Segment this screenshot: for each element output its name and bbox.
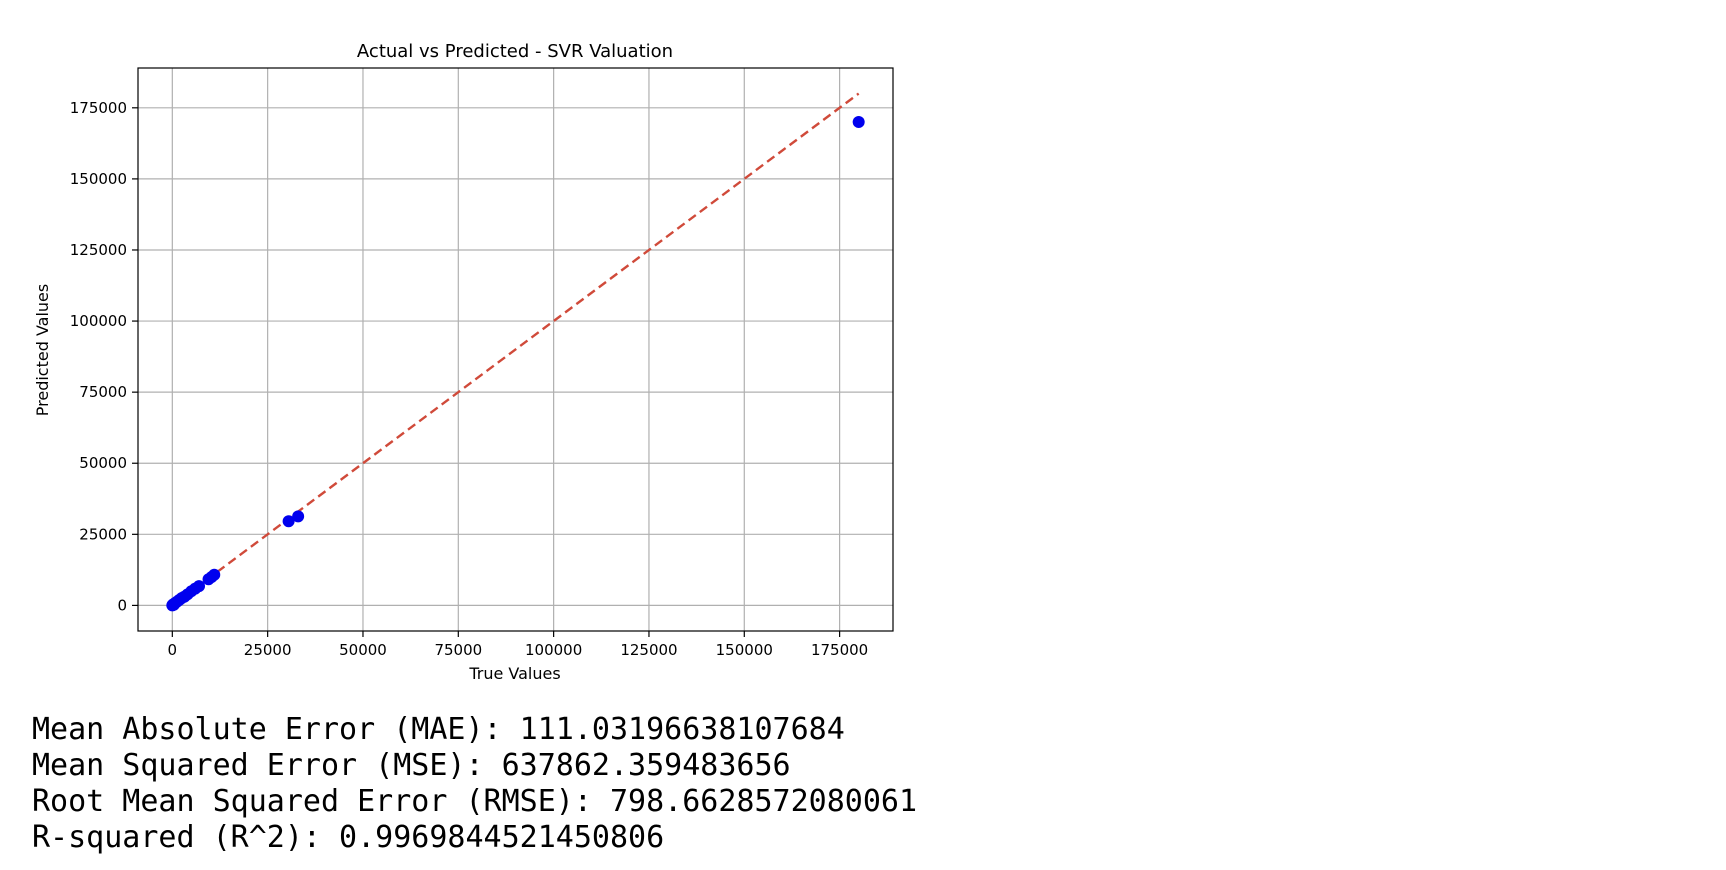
- x-tick-label: 50000: [339, 641, 387, 659]
- y-tick-label: 25000: [79, 525, 127, 543]
- x-tick-label: 150000: [716, 641, 773, 659]
- y-axis-ticks: 0 25000 50000 75000 100000 125000 150000 175000: [70, 99, 138, 614]
- mse-line: Mean Squared Error (MSE): 637862.3594836…: [32, 748, 791, 783]
- x-tick-label: 75000: [434, 641, 482, 659]
- data-point: [292, 510, 305, 523]
- x-axis-label: True Values: [468, 664, 560, 683]
- y-axis-label: Predicted Values: [33, 284, 52, 416]
- data-point: [852, 116, 865, 129]
- y-tick-label: 75000: [79, 383, 127, 401]
- y-tick-label: 150000: [70, 170, 127, 188]
- data-points: [166, 116, 865, 612]
- rmse-line: Root Mean Squared Error (RMSE): 798.6628…: [32, 784, 918, 819]
- x-tick-label: 100000: [525, 641, 582, 659]
- scatter-chart: 0 25000 50000 75000 100000 125000 150000 175000…: [33, 41, 894, 683]
- r2-line: R-squared (R^2): 0.9969844521450806: [32, 820, 665, 855]
- x-tick-label: 25000: [244, 641, 292, 659]
- metrics-panel: Mean Absolute Error (MAE): 111.031966381…: [32, 712, 917, 856]
- data-point: [193, 580, 206, 593]
- y-tick-label: 175000: [70, 99, 127, 117]
- plot-frame: [137, 67, 894, 632]
- x-tick-label: 0: [168, 641, 178, 659]
- x-axis-ticks: 0 25000 50000 75000 100000 125000 150000 175000: [168, 631, 868, 659]
- y-tick-label: 0: [117, 596, 127, 614]
- data-point: [208, 568, 221, 581]
- y-tick-label: 125000: [70, 241, 127, 259]
- chart-title: Actual vs Predicted - SVR Valuation: [357, 41, 673, 62]
- x-tick-label: 175000: [811, 641, 868, 659]
- y-tick-label: 50000: [79, 454, 127, 472]
- grid-lines: [138, 68, 893, 631]
- y-tick-label: 100000: [70, 312, 127, 330]
- x-tick-label: 125000: [620, 641, 677, 659]
- mae-line: Mean Absolute Error (MAE): 111.031966381…: [32, 712, 845, 747]
- data-point: [282, 515, 295, 528]
